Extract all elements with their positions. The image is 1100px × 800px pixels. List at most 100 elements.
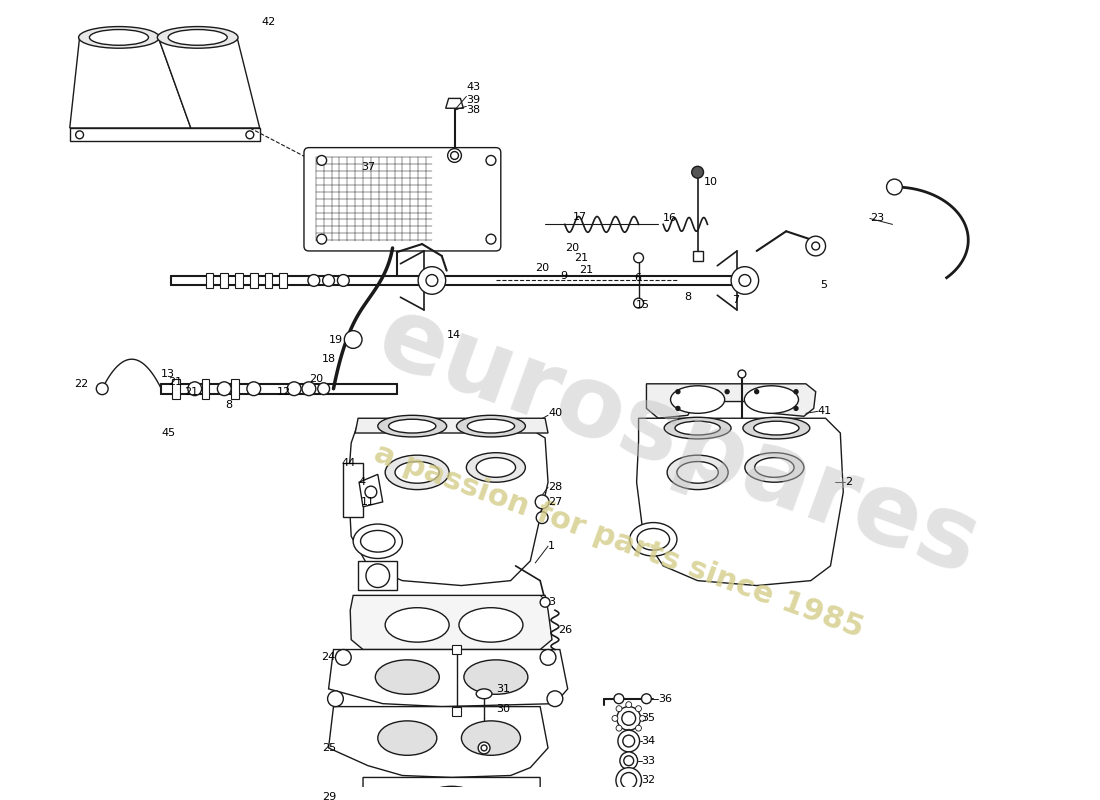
- Circle shape: [634, 253, 643, 262]
- Polygon shape: [637, 418, 844, 586]
- Circle shape: [317, 155, 327, 166]
- Circle shape: [806, 236, 826, 256]
- Ellipse shape: [675, 422, 720, 435]
- Text: 27: 27: [548, 497, 562, 507]
- Text: 31: 31: [496, 684, 510, 694]
- Polygon shape: [446, 98, 463, 108]
- Circle shape: [322, 274, 334, 286]
- Circle shape: [755, 390, 759, 394]
- Circle shape: [418, 266, 446, 294]
- Ellipse shape: [395, 462, 439, 483]
- Circle shape: [338, 274, 349, 286]
- Circle shape: [448, 149, 461, 162]
- Circle shape: [478, 742, 490, 754]
- Circle shape: [328, 691, 343, 706]
- Circle shape: [317, 234, 327, 244]
- Circle shape: [623, 735, 635, 747]
- Text: 39: 39: [466, 95, 481, 106]
- Polygon shape: [349, 423, 548, 586]
- Bar: [172, 379, 180, 398]
- Circle shape: [620, 773, 637, 788]
- Ellipse shape: [742, 418, 810, 439]
- Circle shape: [540, 650, 556, 666]
- Text: 6: 6: [635, 273, 641, 282]
- Text: 10: 10: [704, 177, 717, 187]
- Circle shape: [794, 406, 797, 410]
- Circle shape: [794, 390, 797, 394]
- Circle shape: [612, 715, 618, 722]
- Bar: [279, 273, 287, 288]
- Text: 26: 26: [558, 625, 572, 635]
- Bar: [206, 273, 213, 288]
- Ellipse shape: [377, 415, 447, 437]
- Text: 21: 21: [184, 386, 198, 397]
- Text: 42: 42: [262, 17, 276, 26]
- Ellipse shape: [419, 786, 484, 800]
- Circle shape: [725, 390, 729, 394]
- Polygon shape: [343, 462, 363, 517]
- Text: 45: 45: [162, 428, 175, 438]
- Circle shape: [812, 242, 820, 250]
- Text: 5: 5: [821, 280, 827, 290]
- Ellipse shape: [745, 386, 799, 414]
- Ellipse shape: [388, 419, 436, 433]
- Circle shape: [536, 495, 549, 509]
- Polygon shape: [329, 650, 568, 706]
- Circle shape: [626, 730, 631, 735]
- Circle shape: [641, 694, 651, 704]
- Bar: [235, 273, 243, 288]
- Polygon shape: [69, 128, 260, 141]
- Bar: [231, 379, 239, 398]
- Ellipse shape: [676, 462, 718, 483]
- Text: 11: 11: [361, 497, 375, 507]
- Circle shape: [287, 382, 301, 396]
- Text: 20: 20: [564, 243, 579, 253]
- Bar: [452, 706, 461, 717]
- Circle shape: [365, 486, 377, 498]
- Text: 28: 28: [548, 482, 562, 492]
- Text: 8: 8: [684, 292, 691, 302]
- Text: 24: 24: [321, 652, 334, 662]
- Text: 36: 36: [658, 694, 672, 704]
- Ellipse shape: [89, 30, 148, 46]
- Ellipse shape: [385, 608, 449, 642]
- Circle shape: [616, 726, 622, 731]
- Circle shape: [676, 406, 680, 410]
- Circle shape: [639, 715, 646, 722]
- Text: 19: 19: [329, 334, 343, 345]
- Circle shape: [481, 745, 487, 751]
- Ellipse shape: [667, 455, 728, 490]
- Polygon shape: [359, 474, 383, 507]
- Text: 40: 40: [548, 408, 562, 418]
- Circle shape: [451, 151, 459, 159]
- Text: 12: 12: [276, 386, 290, 397]
- FancyBboxPatch shape: [304, 148, 500, 251]
- Ellipse shape: [353, 524, 403, 558]
- Circle shape: [344, 330, 362, 348]
- Circle shape: [676, 390, 680, 394]
- Text: 20: 20: [536, 262, 549, 273]
- Circle shape: [302, 382, 316, 396]
- Ellipse shape: [745, 453, 804, 482]
- Polygon shape: [363, 778, 540, 800]
- Text: 22: 22: [74, 379, 88, 389]
- Text: 15: 15: [636, 300, 650, 310]
- Ellipse shape: [671, 386, 725, 414]
- Polygon shape: [158, 38, 260, 128]
- Text: 1: 1: [548, 541, 556, 551]
- Bar: [220, 273, 228, 288]
- Bar: [693, 251, 703, 261]
- Text: a passion for parts since 1985: a passion for parts since 1985: [371, 439, 868, 644]
- Text: 33: 33: [641, 756, 656, 766]
- Circle shape: [366, 564, 389, 587]
- Polygon shape: [647, 384, 816, 418]
- Circle shape: [887, 179, 902, 195]
- Text: 21: 21: [168, 377, 183, 387]
- Text: 20: 20: [309, 374, 323, 384]
- Ellipse shape: [637, 529, 670, 550]
- Ellipse shape: [78, 26, 160, 48]
- Circle shape: [636, 726, 641, 731]
- Ellipse shape: [361, 530, 395, 552]
- Circle shape: [621, 711, 636, 726]
- Circle shape: [624, 756, 634, 766]
